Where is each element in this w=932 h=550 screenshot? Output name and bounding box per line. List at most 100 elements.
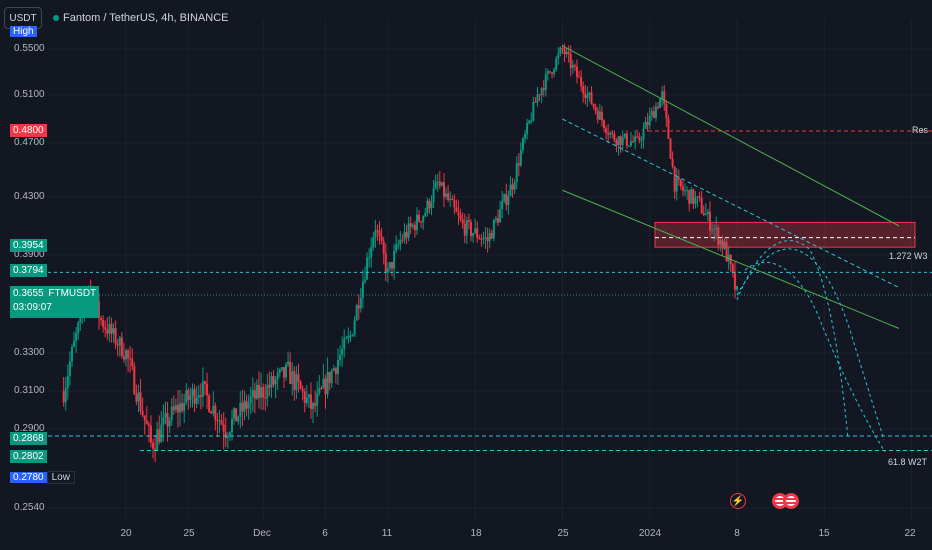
candle-body bbox=[640, 140, 643, 142]
candle-body bbox=[432, 188, 435, 203]
candle-body bbox=[565, 51, 568, 55]
candle-body bbox=[147, 424, 150, 426]
candle-body bbox=[230, 418, 233, 433]
candle-body bbox=[116, 344, 119, 346]
candle-body bbox=[170, 406, 173, 421]
candle-body bbox=[503, 194, 506, 202]
candle-body bbox=[303, 391, 306, 404]
candlestick-series bbox=[62, 43, 738, 463]
candle-body bbox=[673, 166, 676, 192]
candle-body bbox=[102, 320, 105, 328]
candle-body bbox=[289, 361, 292, 384]
candle-body bbox=[193, 388, 196, 404]
candle-body bbox=[602, 120, 605, 129]
candle-body bbox=[66, 375, 69, 389]
candle-body bbox=[469, 221, 472, 237]
candle-body bbox=[411, 224, 414, 227]
candle-body bbox=[661, 91, 664, 99]
us-flag-inner-icon bbox=[775, 496, 785, 506]
candle-body bbox=[449, 198, 452, 201]
candle-body bbox=[114, 328, 117, 345]
candle-body bbox=[245, 400, 248, 409]
candle-body bbox=[312, 403, 315, 409]
candle-body bbox=[563, 48, 566, 55]
candle-body bbox=[476, 228, 479, 238]
candle-body bbox=[708, 211, 711, 231]
candle-body bbox=[719, 239, 722, 245]
candle-body bbox=[534, 101, 537, 103]
candle-body bbox=[199, 395, 202, 397]
candle-body bbox=[536, 94, 539, 103]
candle-body bbox=[509, 184, 512, 197]
candle-body bbox=[374, 230, 377, 238]
candle-body bbox=[391, 262, 394, 269]
current-price-label: 0.3655 FTMUSDT 03:09:07 bbox=[10, 286, 100, 318]
level-price-label: 0.2802 bbox=[10, 450, 47, 463]
candle-body bbox=[667, 118, 670, 139]
candle-body bbox=[611, 132, 614, 135]
candle-body bbox=[582, 86, 585, 94]
candle-body bbox=[702, 212, 705, 216]
resistance-zone bbox=[654, 221, 916, 248]
candle-body bbox=[619, 136, 622, 146]
candle-body bbox=[218, 420, 221, 422]
candle-body bbox=[241, 402, 244, 412]
candle-body bbox=[557, 53, 560, 59]
candle-body bbox=[594, 106, 597, 111]
candle-body bbox=[214, 405, 217, 420]
candle-body bbox=[282, 367, 285, 378]
low-price-label: 0.2780 Low bbox=[10, 471, 75, 484]
w3-annotation: 1.272 W3 bbox=[889, 251, 928, 261]
candle-body bbox=[486, 237, 489, 242]
candle-body bbox=[588, 92, 591, 95]
candle-body bbox=[420, 221, 423, 223]
candle-body bbox=[544, 74, 547, 91]
candle-body bbox=[418, 214, 421, 222]
candle-body bbox=[638, 136, 641, 141]
current-symbol: FTMUSDT bbox=[48, 288, 97, 299]
candle-body bbox=[442, 182, 445, 197]
candle-body bbox=[253, 390, 256, 399]
candle-body bbox=[330, 370, 333, 384]
candle-body bbox=[679, 179, 682, 187]
candle-body bbox=[555, 58, 558, 70]
candle-body bbox=[632, 141, 635, 143]
candle-body bbox=[538, 94, 541, 96]
candle-body bbox=[372, 237, 375, 248]
candle-body bbox=[189, 396, 192, 400]
y-tick: 0.2540 bbox=[14, 502, 45, 513]
candle-body bbox=[210, 411, 213, 414]
candle-body bbox=[191, 388, 194, 397]
candle-body bbox=[154, 448, 157, 450]
y-tick: 0.4300 bbox=[14, 191, 45, 202]
candle-body bbox=[233, 408, 236, 419]
level-price-label: 0.3954 bbox=[10, 239, 47, 252]
candle-body bbox=[513, 182, 516, 190]
lightning-icon[interactable]: ⚡ bbox=[730, 493, 746, 509]
candle-body bbox=[349, 335, 352, 337]
candle-body bbox=[634, 136, 637, 142]
symbol-title[interactable]: Fantom / TetherUS, 4h, BINANCE bbox=[53, 12, 228, 24]
candle-body bbox=[131, 359, 134, 367]
candle-body bbox=[501, 201, 504, 210]
candle-body bbox=[137, 392, 140, 402]
candle-body bbox=[528, 120, 531, 124]
candle-body bbox=[461, 219, 464, 224]
candle-body bbox=[571, 65, 574, 68]
us-flag-icon[interactable] bbox=[783, 493, 799, 509]
candle-body bbox=[220, 420, 223, 425]
candle-body bbox=[268, 384, 271, 388]
candle-body bbox=[575, 66, 578, 77]
candle-body bbox=[706, 211, 709, 215]
symbol-title-text: Fantom / TetherUS, 4h, BINANCE bbox=[63, 12, 229, 24]
candle-body bbox=[274, 379, 277, 385]
candle-body bbox=[266, 384, 269, 399]
candle-body bbox=[698, 196, 701, 198]
candle-body bbox=[684, 190, 687, 192]
candle-body bbox=[511, 184, 514, 190]
candle-body bbox=[386, 268, 389, 273]
level-price-label: 0.2868 bbox=[10, 432, 47, 445]
high-price-label: High bbox=[10, 25, 37, 38]
channel-lower-line bbox=[562, 189, 900, 329]
